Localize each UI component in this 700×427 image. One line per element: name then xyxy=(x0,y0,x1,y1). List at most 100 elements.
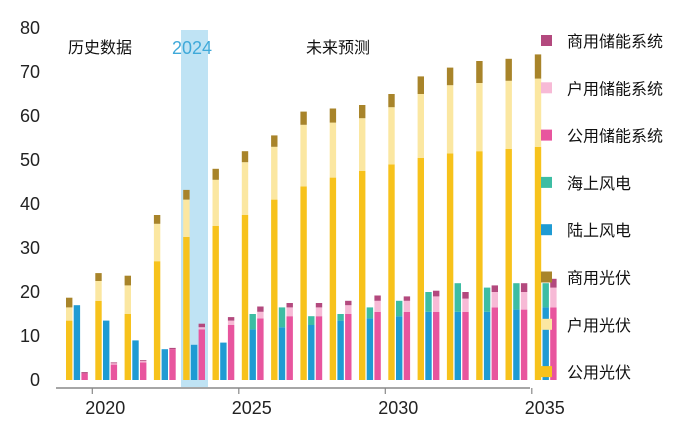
legend-label: 户用储能系统 xyxy=(567,79,663,98)
bar-commercial-solar xyxy=(505,58,512,81)
bar-utility-storage xyxy=(345,314,352,380)
bar-commercial-solar xyxy=(66,297,73,308)
bar-onshore-wind xyxy=(132,340,139,380)
bar-utility-storage xyxy=(81,373,88,380)
bar-utility-solar xyxy=(153,261,161,380)
legend-label: 户用光伏 xyxy=(567,316,631,335)
bar-residential-solar xyxy=(417,94,424,158)
bar-commercial-solar xyxy=(300,111,307,125)
legend-swatch xyxy=(541,129,552,141)
bar-residential-storage xyxy=(403,300,411,312)
legend-swatch xyxy=(541,366,552,378)
bar-utility-solar xyxy=(95,300,102,380)
bar-utility-storage xyxy=(374,311,381,380)
bar-utility-solar xyxy=(417,157,424,380)
bar-commercial-storage xyxy=(345,300,352,306)
bar-utility-solar xyxy=(359,171,366,380)
legend-label: 商用储能系统 xyxy=(567,32,663,51)
legend-label: 陆上风电 xyxy=(567,221,631,240)
bar-utility-solar xyxy=(124,314,131,380)
bar-commercial-storage xyxy=(227,317,235,321)
bar-residential-solar xyxy=(534,78,542,147)
bar-offshore-wind xyxy=(366,307,374,319)
bar-utility-solar xyxy=(66,320,73,380)
y-tick-label: 70 xyxy=(20,62,40,82)
history-label: 历史数据 xyxy=(68,38,132,57)
bar-residential-solar xyxy=(95,281,102,301)
bar-utility-storage xyxy=(257,318,264,380)
bar-commercial-solar xyxy=(241,151,249,163)
bar-onshore-wind xyxy=(454,311,461,380)
bar-utility-storage xyxy=(110,364,118,380)
bar-residential-storage xyxy=(257,311,264,319)
bar-utility-storage xyxy=(462,311,469,380)
y-tick-label: 60 xyxy=(20,106,40,126)
bar-utility-storage xyxy=(433,311,440,380)
bar-residential-solar xyxy=(329,122,337,178)
bar-residential-storage xyxy=(198,327,205,330)
bar-commercial-storage xyxy=(550,278,557,288)
bar-offshore-wind xyxy=(396,300,403,317)
bar-utility-solar xyxy=(388,164,395,380)
bar-commercial-solar xyxy=(417,76,424,94)
bar-residential-solar xyxy=(359,118,366,171)
bar-commercial-solar xyxy=(446,67,454,86)
legend-swatch xyxy=(541,176,552,188)
bar-residential-storage xyxy=(520,292,528,310)
bar-onshore-wind xyxy=(161,349,168,380)
bar-onshore-wind xyxy=(337,320,344,380)
bar-utility-storage xyxy=(491,307,498,380)
bar-offshore-wind xyxy=(308,316,315,325)
bar-onshore-wind xyxy=(396,316,403,380)
bar-utility-solar xyxy=(183,237,190,380)
bar-onshore-wind xyxy=(513,309,520,380)
bar-utility-storage xyxy=(520,309,528,380)
bar-residential-solar xyxy=(446,85,454,154)
bar-offshore-wind xyxy=(513,283,520,310)
bar-residential-storage xyxy=(433,296,440,312)
y-tick-label: 10 xyxy=(20,326,40,346)
bar-utility-storage xyxy=(315,316,323,380)
bar-onshore-wind xyxy=(220,342,227,380)
bar-offshore-wind xyxy=(542,283,549,308)
legend-label: 公用储能系统 xyxy=(567,127,663,146)
bar-commercial-solar xyxy=(476,61,483,83)
bar-commercial-solar xyxy=(95,273,102,281)
bar-residential-solar xyxy=(476,83,483,152)
bar-utility-solar xyxy=(476,151,483,380)
bar-utility-storage xyxy=(169,349,176,380)
bar-commercial-solar xyxy=(183,189,190,200)
bar-utility-solar xyxy=(271,199,278,380)
bar-utility-storage xyxy=(550,307,557,380)
bar-offshore-wind xyxy=(454,283,461,312)
bar-residential-storage xyxy=(462,298,469,312)
bar-onshore-wind xyxy=(278,327,286,380)
highlight-year-label: 2024 xyxy=(172,38,212,58)
bar-offshore-wind xyxy=(249,314,256,330)
bar-commercial-solar xyxy=(359,105,366,119)
bar-residential-solar xyxy=(66,307,73,321)
bar-commercial-storage xyxy=(257,306,264,312)
legend-swatch xyxy=(541,271,552,283)
bar-commercial-storage xyxy=(110,362,118,364)
y-tick-label: 40 xyxy=(20,194,40,214)
x-tick-label: 2020 xyxy=(85,398,125,418)
bar-commercial-storage xyxy=(198,323,205,328)
bar-utility-solar xyxy=(212,226,219,380)
bar-utility-solar xyxy=(300,186,307,380)
bar-residential-solar xyxy=(300,124,307,187)
bar-onshore-wind xyxy=(308,325,315,380)
y-tick-label: 20 xyxy=(20,282,40,302)
bar-commercial-solar xyxy=(212,168,219,180)
bar-utility-solar xyxy=(329,177,337,380)
bar-commercial-storage xyxy=(374,295,381,301)
bar-onshore-wind xyxy=(190,344,198,380)
bar-utility-solar xyxy=(534,146,542,380)
bar-onshore-wind xyxy=(249,329,256,380)
bar-commercial-solar xyxy=(534,54,542,79)
bar-residential-solar xyxy=(388,107,395,165)
legend-label: 商用光伏 xyxy=(567,269,631,288)
bar-commercial-storage xyxy=(315,303,323,308)
bar-residential-solar xyxy=(271,146,278,200)
